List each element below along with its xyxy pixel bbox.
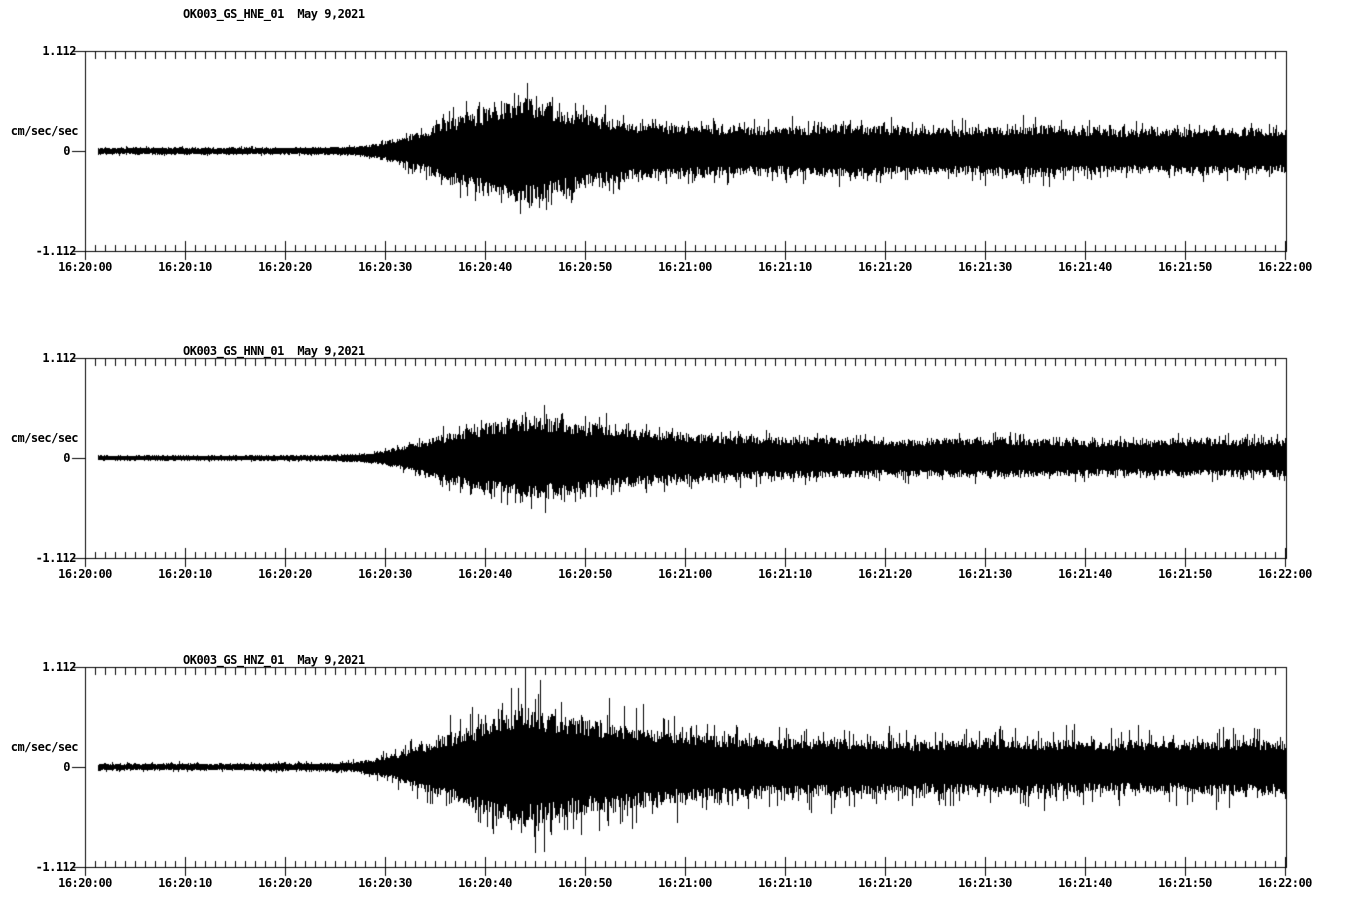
x-tick-labels: 16:20:00 16:20:10 16:20:20 16:20:30 16:20:40… xyxy=(0,616,1358,916)
x-tick-label: 16:20:40 xyxy=(458,876,512,890)
x-tick-label: 16:20:40 xyxy=(458,567,512,581)
y-axis-zero-label: 0 xyxy=(63,451,70,465)
y-axis-unit-label: cm/sec/sec xyxy=(10,431,79,445)
x-tick-label: 16:20:00 xyxy=(58,876,112,890)
x-tick-label: 16:20:20 xyxy=(258,567,312,581)
y-axis-zero-label: 0 xyxy=(63,760,70,774)
x-tick-labels: 16:20:00 16:20:10 16:20:20 16:20:30 16:20:40… xyxy=(0,0,1358,300)
x-tick-label: 16:21:10 xyxy=(758,876,812,890)
seismogram-panel-hnn: OK003_GS_HNN_01 May 9,2021 1.112 cm/sec/… xyxy=(0,307,1358,607)
x-tick-label: 16:21:00 xyxy=(658,260,712,274)
x-tick-label: 16:21:00 xyxy=(658,567,712,581)
x-tick-label: 16:21:40 xyxy=(1058,876,1112,890)
x-tick-label: 16:21:30 xyxy=(958,567,1012,581)
x-tick-label: 16:21:00 xyxy=(658,876,712,890)
x-tick-label: 16:22:00 xyxy=(1258,260,1312,274)
x-tick-label: 16:20:50 xyxy=(558,567,612,581)
y-axis-zero-label: 0 xyxy=(63,144,70,158)
x-tick-label: 16:20:10 xyxy=(158,567,212,581)
x-tick-label: 16:20:30 xyxy=(358,260,412,274)
x-tick-label: 16:21:30 xyxy=(958,260,1012,274)
x-tick-label: 16:20:50 xyxy=(558,260,612,274)
x-tick-label: 16:21:50 xyxy=(1158,876,1212,890)
x-tick-label: 16:21:20 xyxy=(858,567,912,581)
x-tick-label: 16:21:20 xyxy=(858,876,912,890)
x-tick-label: 16:22:00 xyxy=(1258,567,1312,581)
y-axis-unit-label: cm/sec/sec xyxy=(10,740,79,754)
y-axis-max-label: 1.112 xyxy=(42,660,76,674)
x-tick-label: 16:20:20 xyxy=(258,876,312,890)
x-tick-labels: 16:20:00 16:20:10 16:20:20 16:20:30 16:20:40… xyxy=(0,307,1358,607)
seismogram-panel-hnz: OK003_GS_HNZ_01 May 9,2021 1.112 cm/sec/… xyxy=(0,616,1358,916)
x-tick-label: 16:20:30 xyxy=(358,567,412,581)
x-tick-label: 16:20:10 xyxy=(158,876,212,890)
x-tick-label: 16:21:50 xyxy=(1158,567,1212,581)
y-axis-max-label: 1.112 xyxy=(42,44,76,58)
x-tick-label: 16:22:00 xyxy=(1258,876,1312,890)
y-axis-min-label: -1.112 xyxy=(35,551,77,565)
y-axis-unit-label: cm/sec/sec xyxy=(10,124,79,138)
x-tick-label: 16:20:50 xyxy=(558,876,612,890)
x-tick-label: 16:20:00 xyxy=(58,567,112,581)
y-axis-min-label: -1.112 xyxy=(35,860,77,874)
y-axis-min-label: -1.112 xyxy=(35,244,77,258)
x-tick-label: 16:21:20 xyxy=(858,260,912,274)
x-tick-label: 16:21:50 xyxy=(1158,260,1212,274)
x-tick-label: 16:21:40 xyxy=(1058,260,1112,274)
panel-title: OK003_GS_HNN_01 May 9,2021 xyxy=(183,344,365,358)
x-tick-label: 16:21:40 xyxy=(1058,567,1112,581)
x-tick-label: 16:20:20 xyxy=(258,260,312,274)
x-tick-label: 16:20:00 xyxy=(58,260,112,274)
x-tick-label: 16:20:40 xyxy=(458,260,512,274)
x-tick-label: 16:21:10 xyxy=(758,260,812,274)
seismogram-panel-hne: OK003_GS_HNE_01 May 9,2021 1.112 cm/sec/… xyxy=(0,0,1358,300)
panel-title: OK003_GS_HNZ_01 May 9,2021 xyxy=(183,653,365,667)
y-axis-max-label: 1.112 xyxy=(42,351,76,365)
x-tick-label: 16:20:30 xyxy=(358,876,412,890)
panel-title: OK003_GS_HNE_01 May 9,2021 xyxy=(183,7,365,21)
x-tick-label: 16:20:10 xyxy=(158,260,212,274)
x-tick-label: 16:21:10 xyxy=(758,567,812,581)
x-tick-label: 16:21:30 xyxy=(958,876,1012,890)
